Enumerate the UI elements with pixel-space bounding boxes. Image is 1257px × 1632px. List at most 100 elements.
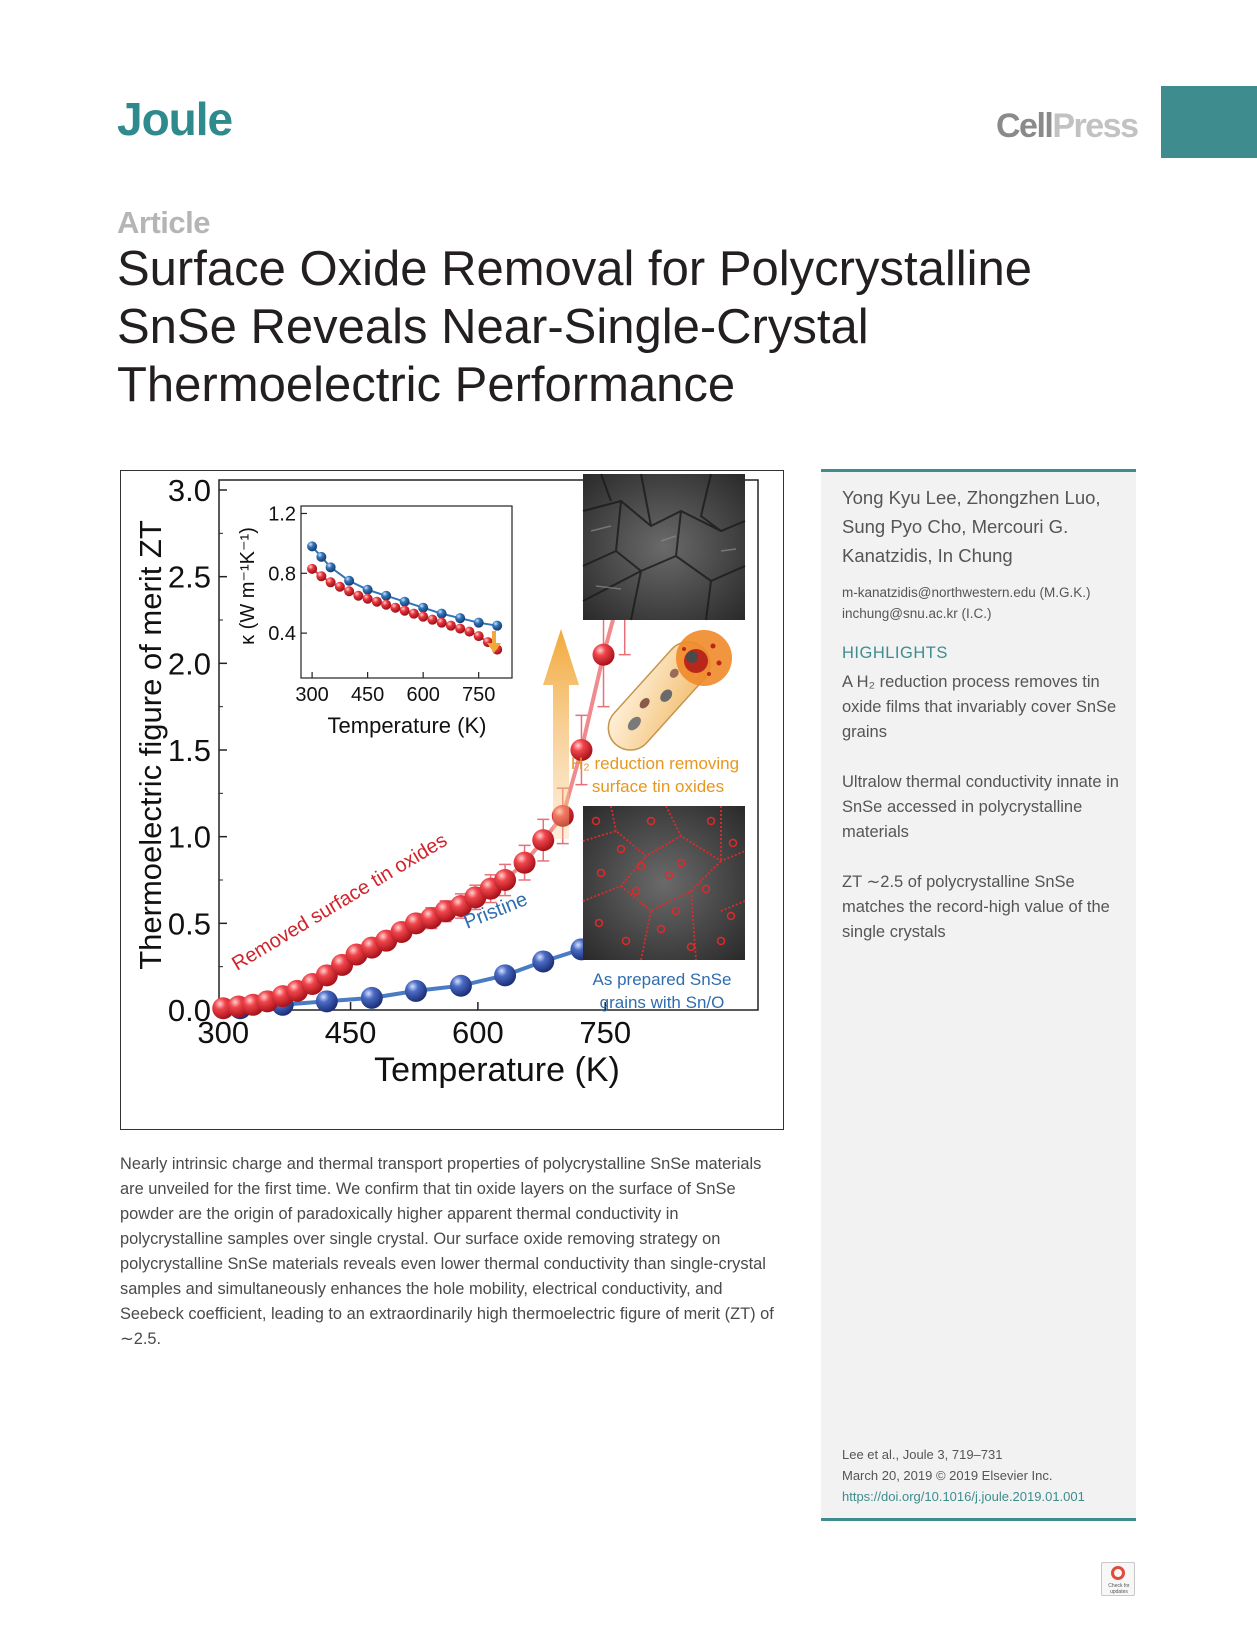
title-line: Surface Oxide Removal for Polycrystallin…	[117, 242, 1033, 296]
oxide-particle	[716, 936, 726, 946]
inset-ytick-label: 0.8	[268, 563, 296, 585]
check-for-updates-button[interactable]: Check for updates	[1101, 1562, 1135, 1596]
highlight-item: ZT ∼2.5 of polycrystalline SnSe matches …	[842, 873, 1110, 941]
inset-xtick-label: 750	[462, 684, 495, 706]
inset-plot-frame	[300, 505, 513, 679]
sem-image-clean-grains	[582, 473, 746, 621]
oxide-particle	[596, 868, 606, 878]
reduction-arrow-icon	[543, 629, 579, 839]
inset-pristine-point	[399, 596, 410, 607]
inset-removed-point	[307, 563, 318, 574]
publisher-logo-cell: Cell	[996, 107, 1054, 145]
main-xtick-label: 600	[452, 1015, 504, 1050]
main-ylabel: Thermoelectric figure of merit ZT	[133, 520, 168, 970]
inset-ytick-label: 1.2	[268, 503, 296, 525]
main-ytick-label: 1.0	[168, 820, 211, 855]
abstract-text: Nearly intrinsic charge and thermal tran…	[120, 1155, 774, 1348]
title-line: Thermoelectric Performance	[117, 358, 736, 412]
citation-line: Lee et al., Joule 3, 719–731	[842, 1447, 1003, 1462]
inset-removed-point	[362, 593, 373, 604]
oxide-particle	[671, 906, 681, 916]
inset-removed-point	[399, 605, 410, 616]
inset-removed-point	[455, 623, 466, 634]
oxide-particle	[726, 911, 736, 921]
inset-pristine-point	[325, 562, 336, 573]
inset-ylabel: κ (W m⁻¹K⁻¹)	[237, 527, 259, 645]
main-ytick-label: 2.0	[168, 646, 211, 681]
oxide-particle	[701, 884, 711, 894]
inset-removed-point	[344, 586, 355, 597]
inset-removed-point	[427, 614, 438, 625]
oxide-particle	[594, 918, 604, 928]
removed-point	[513, 851, 536, 874]
oxide-particle	[621, 936, 631, 946]
h2-reduction-label-line2: surface tin oxides	[592, 777, 724, 796]
contact-emails: m-kanatzidis@northwestern.edu (M.G.K.) i…	[842, 582, 1091, 624]
inset-pristine-point	[344, 575, 355, 586]
citation-line: March 20, 2019 © 2019 Elsevier Inc.	[842, 1468, 1053, 1483]
main-series	[212, 497, 636, 1020]
removed-point	[570, 739, 593, 761]
doi-link[interactable]: https://doi.org/10.1016/j.joule.2019.01.…	[842, 1489, 1085, 1504]
badge-text-line1: Check for	[1108, 1583, 1130, 1589]
pristine-point	[449, 974, 472, 997]
highlights-list: A H₂ reduction process removes tin oxide…	[842, 670, 1127, 970]
inset-removed-point	[325, 577, 336, 588]
email-link[interactable]: inchung@snu.ac.kr (I.C.)	[842, 606, 992, 621]
inset-removed-point	[371, 596, 382, 607]
removed-point	[494, 869, 517, 891]
badge-text-line2: updates	[1110, 1589, 1128, 1595]
inset-removed-point	[381, 599, 392, 610]
journal-logo: Joule	[117, 93, 233, 145]
oxide-particle	[728, 838, 738, 848]
pristine-series-line	[240, 904, 627, 1011]
highlight-item: A H₂ reduction process removes tin oxide…	[842, 673, 1117, 741]
main-xtick-label: 450	[325, 1015, 377, 1050]
email-link[interactable]: m-kanatzidis@northwestern.edu (M.G.K.)	[842, 585, 1091, 600]
inset-pristine-point	[316, 551, 327, 562]
article-title: Surface Oxide Removal for Polycrystallin…	[117, 240, 1097, 414]
author-list: Yong Kyu Lee, Zhongzhen Luo, Sung Pyo Ch…	[842, 487, 1101, 566]
main-ytick-label: 2.5	[168, 560, 211, 595]
oxide-particle	[631, 886, 641, 896]
inset-pristine-point	[436, 608, 447, 619]
inset-removed-point	[445, 620, 456, 631]
inset-removed-point	[334, 581, 345, 592]
main-plot-frame	[218, 479, 759, 1011]
citation-block: Lee et al., Joule 3, 719–731 March 20, 2…	[842, 1444, 1085, 1507]
inset-removed-point	[408, 608, 419, 619]
publisher-logo: CellPress	[996, 107, 1139, 146]
inset-removed-point	[390, 602, 401, 613]
pristine-point	[404, 979, 427, 1002]
oxide-particle	[591, 816, 601, 826]
as-prepared-label-line1: As prepared SnSe	[593, 970, 732, 989]
inset-xtick-label: 300	[295, 684, 328, 706]
main-ytick-label: 0.0	[168, 993, 211, 1028]
main-xtick-label: 750	[579, 1015, 631, 1050]
inset-removed-point	[353, 590, 364, 601]
teal-corner-tab	[1161, 86, 1257, 158]
inset-removed-point	[316, 571, 327, 582]
h2-reduction-label-line1: H₂ reduction removing	[571, 754, 739, 773]
main-xlabel: Temperature (K)	[374, 1051, 620, 1089]
graphical-abstract-svg: 300 450 600 750 0.0 0.5 1.0 1.5 2.0 2.5 3.0 Thermo…	[133, 473, 759, 1089]
removed-point	[592, 643, 615, 666]
pristine-point	[532, 950, 555, 973]
graphical-abstract: 300 450 600 750 0.0 0.5 1.0 1.5 2.0 2.5 3.0 Thermo…	[120, 470, 784, 1130]
oxide-particle	[656, 924, 666, 934]
inset-removed-point	[418, 611, 429, 622]
inset-pristine-point	[492, 620, 503, 631]
inset-down-arrow-icon	[487, 631, 501, 653]
oxide-particle	[646, 816, 656, 826]
article-type: Article	[117, 205, 210, 240]
oxide-particle	[636, 861, 646, 871]
title-line: SnSe Reveals Near-Single-Crystal	[117, 300, 869, 354]
tube-illustration	[607, 630, 732, 751]
highlights-heading: HIGHLIGHTS	[842, 644, 948, 662]
inset-axis-ticks: 300 450 600 750 0.4 0.8 1.2	[268, 503, 495, 706]
main-ytick-label: 1.5	[168, 733, 211, 768]
pristine-point	[494, 964, 517, 987]
sidebar-panel: Yong Kyu Lee, Zhongzhen Luo, Sung Pyo Ch…	[821, 469, 1136, 1521]
removed-point	[532, 829, 555, 852]
inset-pristine-point	[381, 590, 392, 601]
